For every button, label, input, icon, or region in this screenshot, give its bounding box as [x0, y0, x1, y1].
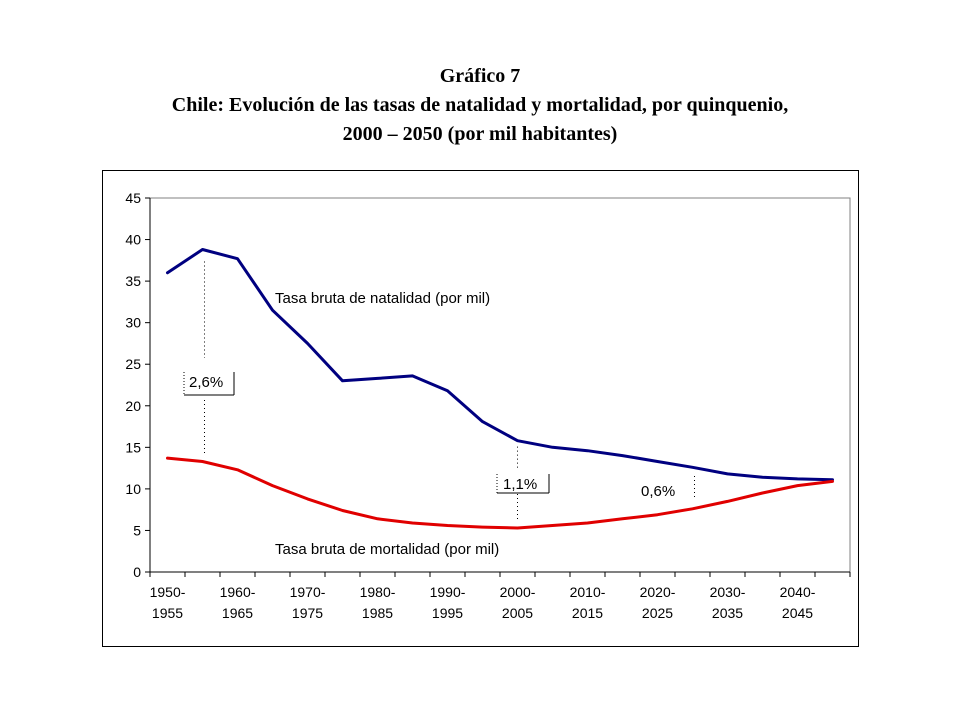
- y-tick-label: 15: [125, 439, 141, 455]
- x-tick-label-top: 1960-: [220, 584, 256, 600]
- annotation-label-0-6: 0,6%: [641, 483, 675, 500]
- annotation-label-2-6: 2,6%: [189, 374, 223, 391]
- x-tick-label-top: 1950-: [150, 584, 186, 600]
- series-label-mortalidad: Tasa bruta de mortalidad (por mil): [275, 541, 499, 558]
- x-tick-label-bottom: 2015: [572, 605, 603, 621]
- y-tick-label: 45: [125, 190, 141, 206]
- series-line-natalidad: [166, 248, 834, 482]
- y-tick-label: 30: [125, 315, 141, 331]
- series-label-natalidad: Tasa bruta de natalidad (por mil): [275, 290, 490, 307]
- chart-title-line-3: 2000 – 2050 (por mil habitantes): [342, 123, 618, 145]
- x-tick-label-top: 1990-: [430, 584, 466, 600]
- y-tick-label: 35: [125, 273, 141, 289]
- x-tick-label-bottom: 1975: [292, 605, 323, 621]
- x-tick-label-top: 2040-: [780, 584, 816, 600]
- y-tick-label: 10: [125, 481, 141, 497]
- y-tick-label: 0: [133, 564, 141, 580]
- chart-title-line-2: Chile: Evolución de las tasas de natalid…: [171, 94, 789, 116]
- x-tick-label-bottom: 2025: [642, 605, 673, 621]
- y-tick-label: 5: [133, 522, 141, 538]
- x-tick-label-top: 1970-: [290, 584, 326, 600]
- x-tick-label-top: 1980-: [360, 584, 396, 600]
- x-tick-label-bottom: 1985: [362, 605, 393, 621]
- x-tick-label-bottom: 2035: [712, 605, 743, 621]
- y-tick-label: 40: [125, 232, 141, 248]
- y-tick-label: 20: [125, 398, 141, 414]
- annotation-label-1-1: 1,1%: [503, 476, 537, 493]
- x-tick-label-bottom: 1955: [152, 605, 183, 621]
- chart-title-block: Gráfico 7 Chile: Evolución de las tasas …: [0, 62, 960, 149]
- y-tick-label: 25: [125, 356, 141, 372]
- x-tick-label-bottom: 2045: [782, 605, 813, 621]
- x-tick-label-top: 2010-: [570, 584, 606, 600]
- x-tick-label-bottom: 1965: [222, 605, 253, 621]
- chart-title-line-1: Gráfico 7: [439, 65, 521, 87]
- chart-frame: [102, 170, 859, 647]
- x-tick-label-top: 2030-: [710, 584, 746, 600]
- x-tick-label-bottom: 1995: [432, 605, 463, 621]
- plot-area: [149, 197, 851, 573]
- x-tick-label-top: 2020-: [640, 584, 676, 600]
- series-line-mortalidad: [166, 456, 834, 530]
- x-tick-label-top: 2000-: [500, 584, 536, 600]
- x-tick-label-bottom: 2005: [502, 605, 533, 621]
